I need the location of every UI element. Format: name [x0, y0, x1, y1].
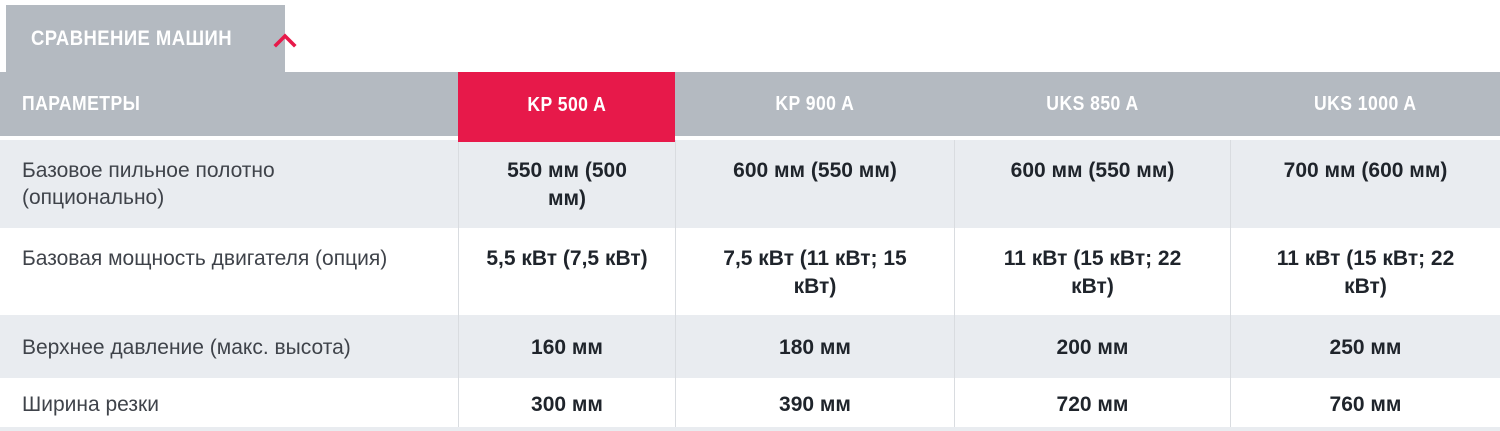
value-text: 200 мм	[1056, 336, 1129, 359]
value-cell: 600 мм (550 мм)	[675, 140, 954, 228]
column-header-uks-850-a[interactable]: UKS 850 A	[954, 72, 1230, 136]
comparison-accordion-toggle[interactable]: СРАВНЕНИЕ МАШИН	[6, 5, 297, 72]
row-param-cell: Верхнее давление (макс. высота)	[0, 315, 458, 378]
table-header-row: ПАРАМЕТРЫ KP 500 A KP 900 A UKS 850 A UK…	[0, 72, 1500, 142]
table-row: Верхнее давление (макс. высота) 160 мм 1…	[0, 315, 1500, 378]
param-label: Ширина резки	[22, 393, 159, 416]
value-cell: 180 мм	[675, 315, 954, 378]
value-text: 160 мм	[531, 336, 603, 359]
param-label: Верхнее давление (макс. высота)	[22, 336, 351, 359]
row-param-cell: Базовое пильное полотно (опционально)	[0, 140, 458, 228]
value-text: 550 мм (500 мм)	[507, 159, 627, 210]
row-param-cell: Базовая мощность двигателя (опция)	[0, 228, 458, 315]
param-label: Базовая мощность двигателя (опция)	[22, 247, 388, 270]
param-label: Базовое пильное полотно (опционально)	[22, 159, 275, 209]
row-param-cell: Ширина резки	[0, 378, 458, 427]
column-header-kp-500-a[interactable]: KP 500 A	[458, 72, 675, 142]
value-cell: 700 мм (600 мм)	[1230, 140, 1500, 228]
value-text: 300 мм	[531, 393, 603, 416]
column-header-kp-900-a[interactable]: KP 900 A	[675, 72, 954, 136]
value-cell: 300 мм	[458, 378, 675, 427]
next-row-sliver	[0, 427, 1500, 431]
column-header-label: KP 900 A	[775, 92, 854, 115]
value-text: 180 мм	[779, 336, 851, 359]
value-text: 600 мм (550 мм)	[1010, 159, 1175, 182]
value-text: 250 мм	[1329, 336, 1402, 359]
column-header-label: KP 500 A	[527, 93, 606, 116]
value-text: 720 мм	[1056, 393, 1129, 416]
value-cell: 720 мм	[954, 378, 1230, 427]
table-row: Базовая мощность двигателя (опция) 5,5 к…	[0, 228, 1500, 315]
value-text: 700 мм (600 мм)	[1283, 159, 1448, 182]
value-cell: 7,5 кВт (11 кВт; 15 кВт)	[675, 228, 954, 315]
table-row: Ширина резки 300 мм 390 мм 720 мм 760 мм	[0, 378, 1500, 427]
value-cell: 200 мм	[954, 315, 1230, 378]
table-row: Базовое пильное полотно (опционально) 55…	[0, 140, 1500, 228]
value-cell: 600 мм (550 мм)	[954, 140, 1230, 228]
value-cell: 550 мм (500 мм)	[458, 140, 675, 228]
value-cell: 760 мм	[1230, 378, 1500, 427]
value-cell: 250 мм	[1230, 315, 1500, 378]
value-text: 11 кВт (15 кВт; 22 кВт)	[1003, 247, 1182, 298]
column-header-uks-1000-a[interactable]: UKS 1000 A	[1230, 72, 1500, 136]
value-text: 390 мм	[779, 393, 851, 416]
value-cell: 160 мм	[458, 315, 675, 378]
column-header-label: UKS 850 A	[1045, 92, 1139, 115]
column-header-label: UKS 1000 A	[1313, 92, 1417, 115]
value-text: 760 мм	[1329, 393, 1402, 416]
value-text: 600 мм (550 мм)	[733, 159, 897, 182]
column-header-parameters: ПАРАМЕТРЫ	[0, 72, 458, 136]
value-cell: 390 мм	[675, 378, 954, 427]
accordion-title: СРАВНЕНИЕ МАШИН	[31, 26, 233, 50]
value-text: 5,5 кВт (7,5 кВт)	[486, 247, 648, 270]
value-text: 7,5 кВт (11 кВт; 15 кВт)	[723, 247, 907, 298]
value-cell: 11 кВт (15 кВт; 22 кВт)	[954, 228, 1230, 315]
value-cell: 11 кВт (15 кВт; 22 кВт)	[1230, 228, 1500, 315]
value-cell: 5,5 кВт (7,5 кВт)	[458, 228, 675, 315]
column-header-label: ПАРАМЕТРЫ	[22, 92, 141, 115]
chevron-up-icon	[273, 32, 297, 48]
value-text: 11 кВт (15 кВт; 22 кВт)	[1276, 247, 1455, 298]
